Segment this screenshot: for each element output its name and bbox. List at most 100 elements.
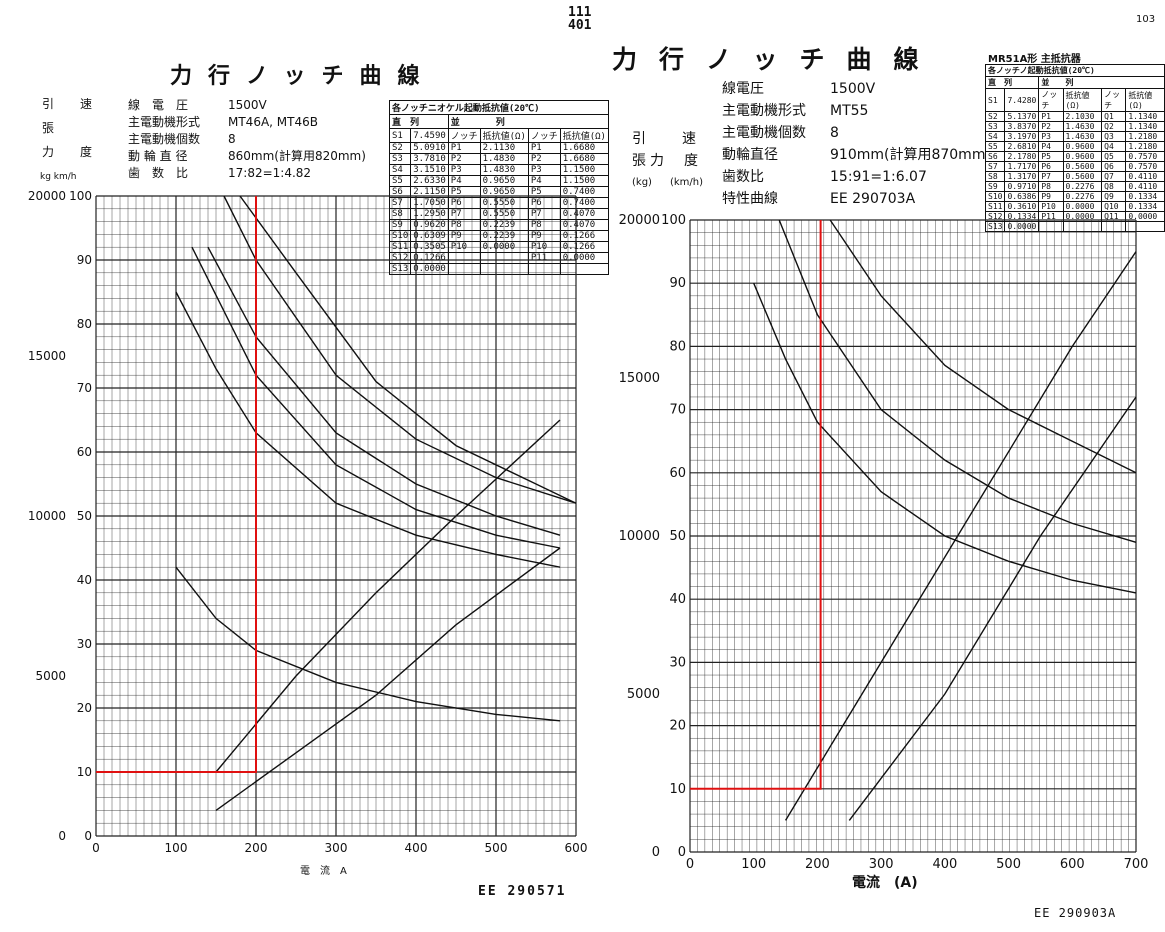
spec-label: 動 輪 直 径 [128, 149, 188, 163]
y-tick-te: 15000 [619, 371, 660, 386]
table-cell [1125, 221, 1165, 232]
table-cell: 0.0000 [410, 263, 449, 275]
spec-label: 線電圧 [722, 81, 764, 97]
series-line [175, 566, 561, 722]
r-label-te-3: 力 [650, 153, 664, 169]
series-line [175, 291, 561, 568]
y-tick-speed: 30 [77, 637, 92, 651]
spec-value: 17:82=1:4.82 [228, 166, 312, 180]
series-line [829, 219, 1137, 474]
red-guide-line [690, 220, 822, 790]
right-xlabel: 電流 (A) [852, 875, 918, 891]
y-tick-te: 5000 [35, 669, 66, 683]
r-label-te-2: 張 [632, 153, 646, 169]
spec-row: 主電動機個数 8 [722, 122, 991, 144]
label-te: 引 [42, 97, 55, 111]
spec-row: 歯 数 比 17:82=1:4.82 [128, 165, 366, 182]
left-side-labels: 引 速 張 力 度 [42, 92, 92, 164]
spec-row: 特性曲線 EE 290703A [722, 188, 991, 210]
spec-row: 主電動機個数 8 [128, 131, 366, 148]
spec-label: 主電動機個数 [128, 132, 201, 146]
label-speed-2: 度 [80, 145, 93, 159]
y-tick-speed: 0 [84, 829, 92, 843]
spec-value: 15:91=1:6.07 [830, 169, 927, 185]
y-tick-te: 5000 [627, 687, 660, 702]
y-tick-te: 10000 [28, 509, 66, 523]
r-unit-kmh: (km/h) [669, 177, 703, 188]
spec-label: 主電動機個数 [722, 125, 806, 141]
series-line [784, 251, 1137, 821]
x-tick-label: 0 [686, 857, 694, 872]
table-cell: 0.7400 [559, 186, 609, 198]
spec-row: 主電動機形式 MT55 [722, 100, 991, 122]
y-tick-te: 0 [58, 829, 66, 843]
table-row: S4 3.1510 P3 1.4830 P3 1.1500 [388, 164, 609, 176]
r-label-te: 引 [632, 131, 646, 147]
spec-row: 歯数比 15:91=1:6.07 [722, 166, 991, 188]
y-tick-speed: 90 [669, 276, 686, 291]
spec-value: 8 [228, 132, 236, 146]
right-doc-code: EE 290903A [1034, 906, 1117, 920]
spec-value: MT55 [830, 103, 869, 119]
series-line [191, 246, 561, 549]
spec-label: 特性曲線 [722, 191, 778, 207]
table-cell: 抵抗値(Ω) [1062, 88, 1103, 112]
spec-value: 860mm(計算用820mm) [228, 149, 366, 163]
y-tick-speed: 50 [77, 509, 92, 523]
spec-value: 1500V [228, 98, 267, 112]
right-specs: 線電圧 1500V 主電動機形式 MT55 主電動機個数 8 動輪直径 910mm(計算用87… [722, 78, 991, 210]
y-tick-te: 0 [652, 845, 660, 860]
x-tick-label: 700 [1124, 857, 1149, 872]
table-row: S1 7.4590 ノッチ 抵抗値(Ω) ノッチ 抵抗値(Ω) [388, 128, 609, 143]
y-tick-speed: 20 [669, 719, 686, 734]
table-row: S11 0.3610 P10 0.0000 Q10 0.1334 [984, 201, 1165, 212]
y-tick-speed: 10 [669, 782, 686, 797]
y-tick-te: 20000 [28, 189, 66, 203]
spec-row: 主電動機形式 MT46A, MT46B [128, 114, 366, 131]
series-line [207, 246, 561, 536]
spec-value: MT46A, MT46B [228, 115, 318, 129]
y-tick-speed: 30 [669, 655, 686, 670]
series-line [778, 219, 1137, 543]
table-cell: S13 [984, 221, 1006, 232]
table-row: S3 3.7810 P2 1.4830 P2 1.6680 [388, 153, 609, 165]
table-row: S5 2.6810 P4 0.9600 Q4 1.2180 [984, 141, 1165, 152]
x-tick-label: 300 [869, 857, 894, 872]
label-te-3: 力 [42, 145, 55, 159]
r-unit-kg: (kg) [632, 177, 652, 188]
left-units: kg km/h [40, 172, 77, 182]
right-side-labels: 引 速 張力 度 (kg) (km/h) [632, 128, 703, 194]
x-tick-label: 100 [741, 857, 766, 872]
x-tick-label: 500 [485, 841, 508, 855]
spec-label: 主電動機形式 [722, 103, 806, 119]
red-guide-line [96, 196, 257, 773]
y-tick-speed: 0 [678, 845, 686, 860]
y-tick-te: 15000 [28, 349, 66, 363]
y-tick-speed: 10 [77, 765, 92, 779]
table-cell: ノッチ [1038, 88, 1064, 112]
page-number: 103 [1136, 14, 1156, 25]
table-row: S7 1.7170 P6 0.5600 Q6 0.7570 [984, 161, 1165, 172]
series-line [223, 195, 577, 504]
y-tick-speed: 50 [669, 529, 686, 544]
x-tick-label: 400 [932, 857, 957, 872]
left-specs: 線 電 圧 1500V 主電動機形式 MT46A, MT46B 主電動機個数 8 動 輪 直… [128, 97, 366, 182]
y-tick-te: 20000 [619, 213, 660, 228]
left-title: 力行ノッチ曲線 [170, 64, 436, 89]
spec-label: 線 電 圧 [128, 98, 189, 112]
series-line [239, 195, 577, 504]
page-code-top: 111 [568, 5, 592, 20]
left-xlabel: 電 流 A [300, 866, 347, 877]
table-row: S10 0.6386 P9 0.2276 Q9 0.1334 [984, 191, 1165, 202]
y-tick-speed: 20 [77, 701, 92, 715]
y-tick-speed: 80 [77, 317, 92, 331]
r-label-speed-2: 度 [684, 153, 698, 169]
spec-value: EE 290703A [830, 191, 916, 207]
spec-value: 1500V [830, 81, 876, 97]
table-row: S2 5.1370 P1 2.1030 Q1 1.1340 [984, 111, 1165, 122]
spec-label: 歯 数 比 [128, 166, 189, 180]
series-line [848, 396, 1137, 821]
y-tick-speed: 60 [77, 445, 92, 459]
spec-row: 動 輪 直 径 860mm(計算用820mm) [128, 148, 366, 165]
x-tick-label: 200 [245, 841, 268, 855]
